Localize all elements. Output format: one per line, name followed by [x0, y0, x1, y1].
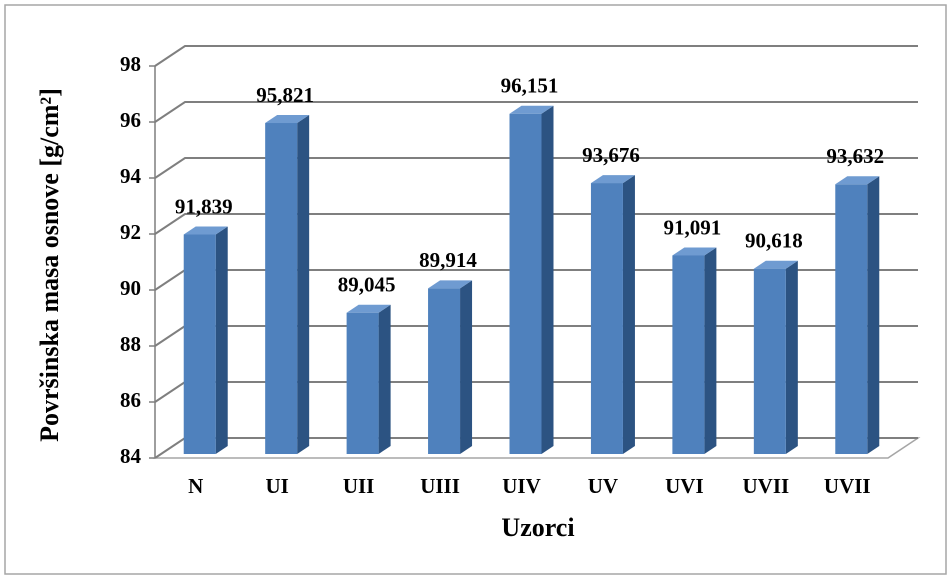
chart-frame: [4, 4, 947, 575]
bar-side: [622, 175, 635, 454]
y-tick-label: 84: [120, 444, 142, 468]
data-label: 93,676: [582, 143, 640, 167]
grid-line: [154, 101, 918, 123]
bar-top: [753, 260, 798, 269]
bar-top: [509, 105, 554, 114]
bar: [509, 113, 542, 454]
bar: [346, 312, 379, 454]
x-tick-label: UVI: [665, 474, 704, 498]
bar-side: [378, 304, 391, 454]
y-tick-label: 88: [120, 332, 141, 356]
grid-line: [154, 157, 918, 179]
bar-side: [215, 226, 228, 454]
y-tick-label: 90: [120, 276, 141, 300]
x-tick-label: N: [188, 474, 203, 498]
bar: [753, 268, 786, 454]
bar-side: [460, 280, 473, 454]
y-tick-label: 96: [120, 108, 141, 132]
bar: [265, 123, 298, 455]
data-label: 96,151: [501, 74, 559, 98]
bar-side: [541, 105, 554, 454]
x-tick-label: UI: [265, 474, 288, 498]
x-tick-label: UII: [343, 474, 375, 498]
bar: [672, 255, 705, 454]
data-label: 90,618: [745, 229, 803, 253]
bar-top: [590, 175, 635, 184]
bar-top: [835, 176, 880, 185]
bar: [835, 184, 868, 454]
data-label: 89,914: [419, 248, 477, 272]
y-axis-title: Površinska masa osnove [g/cm²]: [35, 88, 64, 442]
bar-top: [346, 304, 391, 313]
y-tick-label: 94: [120, 164, 142, 188]
x-tick-label: UV: [588, 474, 618, 498]
y-tick-label: 98: [120, 52, 141, 76]
bar: [590, 183, 623, 454]
bar-top: [183, 226, 228, 235]
bar-side: [785, 260, 798, 454]
x-tick-label: UVII: [742, 474, 789, 498]
y-tick-label: 86: [120, 388, 141, 412]
x-tick-label: UIII: [420, 474, 460, 498]
data-label: 91,839: [175, 194, 233, 218]
bar: [428, 288, 461, 454]
x-axis-title: Uzorci: [501, 513, 574, 542]
data-label: 95,821: [256, 83, 314, 107]
x-tick-label: UIV: [502, 474, 541, 498]
bar-side: [297, 115, 310, 455]
bar-top: [672, 247, 717, 256]
x-tick-label: UVII: [824, 474, 871, 498]
bar-top: [265, 115, 310, 124]
data-label: 91,091: [664, 215, 722, 239]
y-tick-label: 92: [120, 220, 141, 244]
bar-side: [867, 176, 880, 454]
bar-side: [704, 247, 717, 454]
data-label: 89,045: [338, 273, 396, 297]
grid-line: [154, 45, 918, 67]
bar-top: [428, 280, 473, 289]
data-label: 93,632: [826, 144, 884, 168]
grid-line: [154, 213, 918, 235]
bar: [183, 234, 216, 454]
